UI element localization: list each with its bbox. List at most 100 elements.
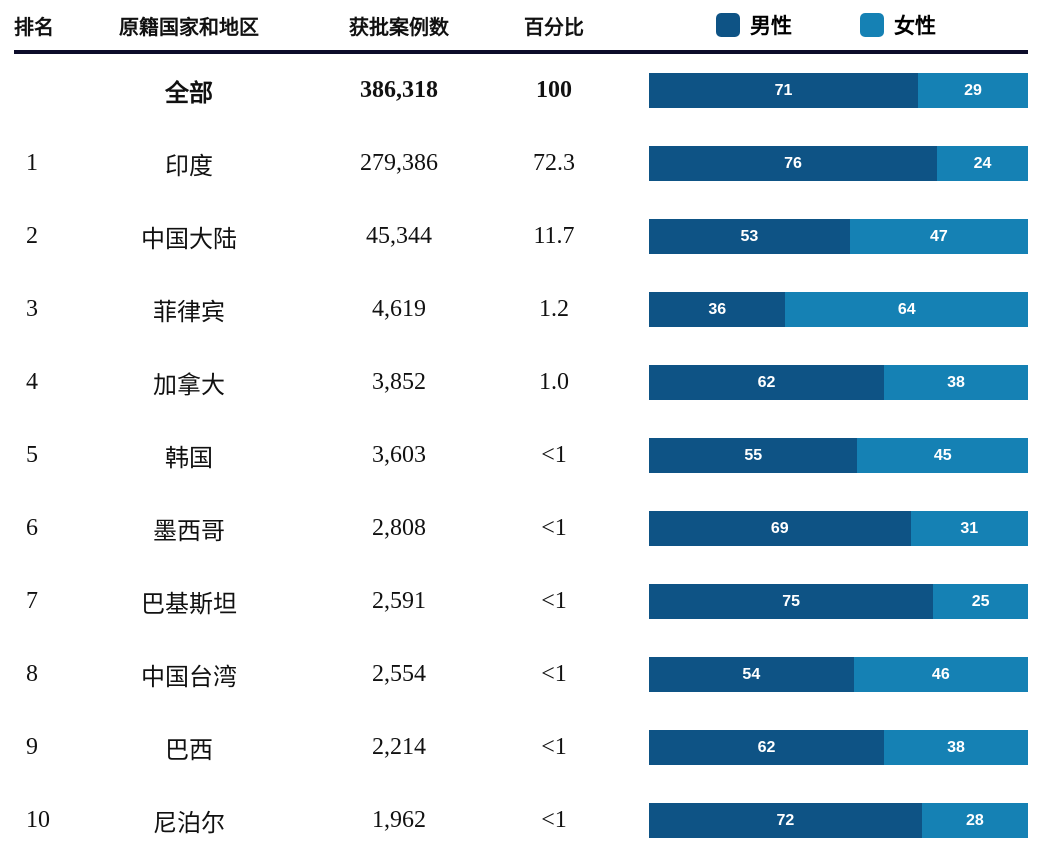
table-row: 全部 386,318 100 71 29 bbox=[14, 54, 1028, 127]
male-bar-value: 62 bbox=[757, 738, 776, 756]
bar-cell: 72 28 bbox=[649, 803, 1028, 838]
rank-cell: 4 bbox=[26, 369, 38, 395]
bar-cell: 55 45 bbox=[649, 438, 1028, 473]
table-body: 全部 386,318 100 71 29 1 印度 279,386 72.3 7… bbox=[14, 54, 1028, 857]
country-cell: 中国台湾 bbox=[141, 665, 237, 691]
legend-female-label: 女性 bbox=[894, 15, 936, 38]
female-bar-segment: 29 bbox=[918, 73, 1028, 108]
percent-cell: <1 bbox=[541, 442, 567, 468]
female-bar-value: 25 bbox=[971, 592, 990, 610]
table-row: 2 中国大陆 45,344 11.7 53 47 bbox=[14, 200, 1028, 273]
header-country: 原籍国家和地区 bbox=[119, 16, 259, 39]
male-bar-segment: 76 bbox=[649, 146, 938, 181]
rank-cell: 10 bbox=[26, 807, 50, 833]
country-cell: 墨西哥 bbox=[153, 519, 225, 545]
legend-area: 男性 女性 bbox=[649, 10, 1028, 40]
female-bar-segment: 25 bbox=[933, 584, 1028, 619]
female-bar-segment: 47 bbox=[849, 219, 1028, 254]
male-bar-value: 62 bbox=[757, 373, 776, 391]
female-bar-segment: 45 bbox=[857, 438, 1028, 473]
table-row: 7 巴基斯坦 2,591 <1 75 25 bbox=[14, 565, 1028, 638]
bar-cell: 62 38 bbox=[649, 730, 1028, 765]
male-bar-segment: 75 bbox=[649, 584, 934, 619]
rank-cell: 5 bbox=[26, 442, 38, 468]
gender-stacked-bar: 62 38 bbox=[649, 730, 1028, 765]
count-cell: 45,344 bbox=[366, 223, 432, 249]
percent-cell: <1 bbox=[541, 807, 567, 833]
rank-cell: 6 bbox=[26, 515, 38, 541]
table-row: 1 印度 279,386 72.3 76 24 bbox=[14, 127, 1028, 200]
country-cell: 尼泊尔 bbox=[153, 811, 225, 837]
country-cell: 韩国 bbox=[165, 446, 213, 472]
header-divider bbox=[14, 50, 1028, 54]
table-row: 6 墨西哥 2,808 <1 69 31 bbox=[14, 492, 1028, 565]
gender-stacked-bar: 54 46 bbox=[649, 657, 1028, 692]
country-cell: 巴基斯坦 bbox=[141, 592, 237, 618]
gender-stacked-bar: 62 38 bbox=[649, 365, 1028, 400]
male-bar-value: 75 bbox=[782, 592, 801, 610]
count-cell: 279,386 bbox=[360, 150, 438, 176]
gender-stacked-bar: 72 28 bbox=[649, 803, 1028, 838]
female-bar-value: 24 bbox=[973, 154, 992, 172]
header-percent: 百分比 bbox=[524, 16, 584, 39]
bar-cell: 76 24 bbox=[649, 146, 1028, 181]
male-bar-value: 71 bbox=[774, 81, 793, 99]
rank-cell: 1 bbox=[26, 150, 38, 176]
percent-cell: 1.2 bbox=[539, 296, 569, 322]
country-cell: 菲律宾 bbox=[153, 300, 225, 326]
percent-cell: <1 bbox=[541, 515, 567, 541]
table-row: 5 韩国 3,603 <1 55 45 bbox=[14, 419, 1028, 492]
rank-cell: 9 bbox=[26, 734, 38, 760]
rank-cell: 7 bbox=[26, 588, 38, 614]
male-bar-segment: 62 bbox=[649, 365, 884, 400]
table-row: 9 巴西 2,214 <1 62 38 bbox=[14, 711, 1028, 784]
female-bar-segment: 31 bbox=[910, 511, 1028, 546]
female-bar-value: 45 bbox=[933, 446, 952, 464]
male-bar-value: 36 bbox=[708, 300, 727, 318]
male-bar-value: 55 bbox=[744, 446, 763, 464]
female-bar-value: 47 bbox=[930, 227, 948, 245]
female-bar-value: 38 bbox=[947, 373, 965, 391]
gender-stacked-bar: 76 24 bbox=[649, 146, 1028, 181]
percent-cell: <1 bbox=[541, 661, 567, 687]
legend-female-swatch-icon bbox=[860, 13, 884, 37]
male-bar-segment: 53 bbox=[649, 219, 850, 254]
gender-stacked-bar: 55 45 bbox=[649, 438, 1028, 473]
male-bar-segment: 69 bbox=[649, 511, 911, 546]
female-bar-value: 29 bbox=[964, 81, 982, 99]
female-bar-segment: 38 bbox=[883, 365, 1028, 400]
female-bar-segment: 46 bbox=[853, 657, 1028, 692]
country-cell: 印度 bbox=[165, 154, 213, 180]
percent-cell: 100 bbox=[536, 77, 572, 103]
bar-cell: 53 47 bbox=[649, 219, 1028, 254]
table-row: 10 尼泊尔 1,962 <1 72 28 bbox=[14, 784, 1028, 857]
header-rank: 排名 bbox=[14, 16, 54, 39]
bar-cell: 54 46 bbox=[649, 657, 1028, 692]
female-bar-segment: 38 bbox=[883, 730, 1028, 765]
legend: 男性 女性 bbox=[649, 10, 1028, 40]
rank-cell: 8 bbox=[26, 661, 38, 687]
bar-cell: 75 25 bbox=[649, 584, 1028, 619]
male-bar-segment: 72 bbox=[649, 803, 922, 838]
count-cell: 3,603 bbox=[372, 442, 426, 468]
male-bar-segment: 62 bbox=[649, 730, 884, 765]
rank-cell: 3 bbox=[26, 296, 38, 322]
female-bar-segment: 28 bbox=[921, 803, 1028, 838]
male-bar-value: 54 bbox=[742, 665, 761, 683]
country-cell: 全部 bbox=[165, 81, 213, 107]
table-row: 8 中国台湾 2,554 <1 54 46 bbox=[14, 638, 1028, 711]
female-bar-value: 31 bbox=[960, 519, 979, 537]
count-cell: 2,591 bbox=[372, 588, 426, 614]
count-cell: 2,808 bbox=[372, 515, 426, 541]
female-bar-value: 64 bbox=[897, 300, 916, 318]
table-header-row: 排名 原籍国家和地区 获批案例数 百分比 男性 女性 bbox=[14, 0, 1028, 50]
male-bar-value: 76 bbox=[784, 154, 802, 172]
gender-stacked-bar: 71 29 bbox=[649, 73, 1028, 108]
rank-cell: 2 bbox=[26, 223, 38, 249]
table-row: 3 菲律宾 4,619 1.2 36 64 bbox=[14, 273, 1028, 346]
legend-male-label: 男性 bbox=[750, 15, 792, 38]
table-row: 4 加拿大 3,852 1.0 62 38 bbox=[14, 346, 1028, 419]
male-bar-segment: 55 bbox=[649, 438, 858, 473]
male-bar-value: 53 bbox=[740, 227, 759, 245]
percent-cell: 72.3 bbox=[533, 150, 575, 176]
